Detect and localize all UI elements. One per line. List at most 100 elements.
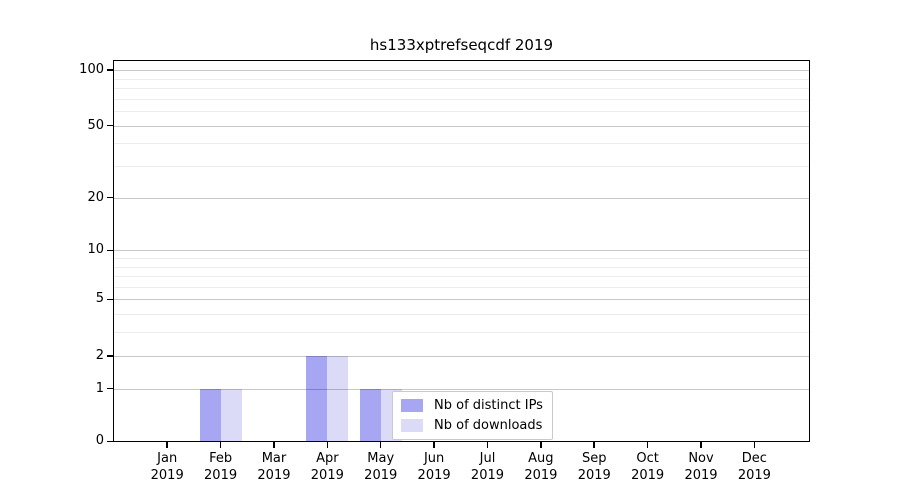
- x-tick-month: Sep: [581, 451, 607, 466]
- legend-item-nb-of-downloads: Nb of downloads: [401, 418, 543, 433]
- gridline-minor: [113, 314, 810, 316]
- legend: Nb of distinct IPs Nb of downloads: [392, 391, 553, 440]
- x-tick-year: 2019: [204, 468, 238, 483]
- legend-swatch-nb-of-downloads: [401, 419, 423, 432]
- legend-label: Nb of distinct IPs: [434, 398, 543, 413]
- gridline-major: [113, 125, 810, 127]
- x-tick: [326, 442, 329, 448]
- y-tick: [106, 298, 113, 301]
- x-tick: [646, 442, 649, 448]
- x-tick: [273, 442, 275, 448]
- x-tick-month: Nov: [688, 451, 714, 466]
- gridline-minor: [113, 276, 810, 278]
- y-tick: [106, 249, 113, 251]
- gridline-major: [113, 388, 810, 390]
- bar-nb-of-distinct-ips-may: [359, 388, 381, 442]
- x-tick-label: Oct 2019: [608, 450, 688, 484]
- x-tick-year: 2019: [257, 468, 291, 483]
- chart-title: hs133xptrefseqcdf 2019: [369, 36, 554, 54]
- x-tick: [486, 442, 489, 448]
- y-tick: [106, 387, 113, 390]
- gridline-minor: [113, 258, 810, 259]
- x-tick-year: 2019: [417, 468, 451, 483]
- x-tick: [219, 442, 222, 448]
- x-tick-month: May: [367, 451, 395, 466]
- y-tick-label: 0: [95, 433, 104, 449]
- bar-nb-of-downloads-apr: [327, 355, 349, 442]
- x-tick: [700, 442, 702, 448]
- x-tick: [540, 442, 542, 448]
- y-tick-label: 1: [95, 380, 104, 396]
- bar-nb-of-distinct-ips-feb: [199, 388, 221, 442]
- bar-nb-of-distinct-ips-apr: [306, 355, 328, 442]
- x-tick-year: 2019: [737, 468, 771, 483]
- y-tick: [106, 440, 113, 442]
- x-tick-label: Aug 2019: [501, 450, 581, 484]
- x-tick-month: Aug: [528, 451, 554, 466]
- gridline-minor: [113, 286, 810, 288]
- x-tick-year: 2019: [631, 468, 665, 483]
- gridline-major: [113, 70, 810, 72]
- gridline-minor: [113, 98, 810, 100]
- y-tick-label: 10: [87, 242, 104, 258]
- x-tick-label: Sep 2019: [554, 450, 634, 484]
- y-tick-label: 50: [87, 117, 104, 133]
- x-tick-label: Mar 2019: [234, 450, 314, 484]
- plot-spine-bottom: [113, 440, 810, 442]
- bar-nb-of-downloads-feb: [220, 388, 242, 442]
- x-tick-year: 2019: [310, 468, 344, 483]
- plot-spine-left: [113, 60, 115, 442]
- gridline-minor: [113, 111, 810, 113]
- x-tick-month: Feb: [209, 451, 233, 466]
- gridline-minor: [113, 88, 810, 90]
- plot-area: [113, 60, 810, 442]
- gridline-major: [113, 197, 810, 199]
- gridline-major: [113, 299, 810, 301]
- y-tick-label: 100: [79, 62, 104, 78]
- x-tick-label: Jul 2019: [447, 450, 527, 484]
- x-tick-year: 2019: [150, 468, 184, 483]
- x-tick-month: Oct: [636, 451, 659, 466]
- y-tick-label: 2: [95, 347, 104, 363]
- x-tick-month: Jul: [479, 451, 496, 466]
- gridline-major: [113, 250, 810, 252]
- gridline-major: [113, 355, 810, 357]
- x-tick-label: Feb 2019: [181, 450, 261, 484]
- y-tick: [106, 124, 113, 127]
- x-tick-month: Apr: [316, 451, 339, 466]
- gridline-minor: [113, 332, 810, 334]
- x-tick-year: 2019: [470, 468, 505, 483]
- x-tick-month: Jan: [157, 451, 178, 466]
- x-tick: [379, 442, 382, 448]
- x-tick-label: Nov 2019: [661, 450, 741, 484]
- x-tick-year: 2019: [364, 468, 398, 483]
- legend-swatch-nb-of-distinct-ips: [401, 399, 423, 412]
- x-tick: [166, 442, 168, 448]
- x-tick-label: Jan 2019: [127, 450, 207, 484]
- x-tick-label: Apr 2019: [287, 450, 367, 484]
- x-tick: [593, 442, 595, 448]
- x-tick-label: Dec 2019: [714, 450, 794, 484]
- x-tick-year: 2019: [524, 468, 558, 483]
- x-tick: [433, 442, 435, 448]
- y-tick: [106, 69, 113, 71]
- x-tick-month: Jun: [423, 451, 445, 466]
- legend-label: Nb of downloads: [434, 418, 543, 433]
- y-tick-label: 5: [95, 291, 104, 307]
- y-tick: [106, 196, 113, 199]
- plot-spine-top: [113, 60, 810, 62]
- x-tick-year: 2019: [684, 468, 718, 483]
- plot-spine-right: [808, 60, 810, 442]
- gridline-minor: [113, 166, 810, 168]
- gridline-minor: [113, 143, 810, 145]
- x-tick-month: Mar: [261, 451, 287, 466]
- y-tick-label: 20: [87, 189, 104, 205]
- x-tick-label: May 2019: [341, 450, 421, 484]
- x-tick-year: 2019: [577, 468, 611, 483]
- x-tick-month: Dec: [741, 451, 767, 466]
- gridline-minor: [113, 266, 810, 268]
- x-tick-label: Jun 2019: [394, 450, 474, 484]
- y-tick: [106, 355, 113, 357]
- x-tick: [753, 442, 756, 448]
